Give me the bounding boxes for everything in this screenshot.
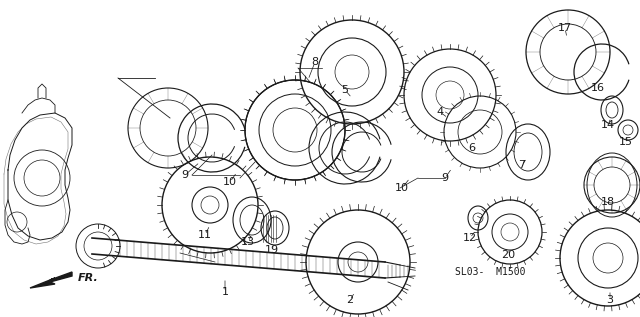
Text: 3: 3 xyxy=(607,295,614,305)
Text: 20: 20 xyxy=(501,250,515,260)
Text: 9: 9 xyxy=(442,173,449,183)
Text: 9: 9 xyxy=(181,170,189,180)
Text: 2: 2 xyxy=(346,295,353,305)
Text: 5: 5 xyxy=(342,85,349,95)
Text: 8: 8 xyxy=(312,57,319,67)
Text: 10: 10 xyxy=(223,177,237,187)
Text: 17: 17 xyxy=(558,23,572,33)
Text: 6: 6 xyxy=(468,143,476,153)
Text: 16: 16 xyxy=(591,83,605,93)
Text: SL03-  M1500: SL03- M1500 xyxy=(455,267,525,277)
Text: 18: 18 xyxy=(601,197,615,207)
Text: 12: 12 xyxy=(463,233,477,243)
Text: 11: 11 xyxy=(198,230,212,240)
Text: FR.: FR. xyxy=(78,273,99,283)
Text: 10: 10 xyxy=(395,183,409,193)
Polygon shape xyxy=(30,272,72,288)
Text: 7: 7 xyxy=(518,160,525,170)
Text: 13: 13 xyxy=(241,237,255,247)
Text: 1: 1 xyxy=(221,287,228,297)
Text: 4: 4 xyxy=(436,107,444,117)
Text: 19: 19 xyxy=(265,245,279,255)
Text: 14: 14 xyxy=(601,120,615,130)
Text: 15: 15 xyxy=(619,137,633,147)
